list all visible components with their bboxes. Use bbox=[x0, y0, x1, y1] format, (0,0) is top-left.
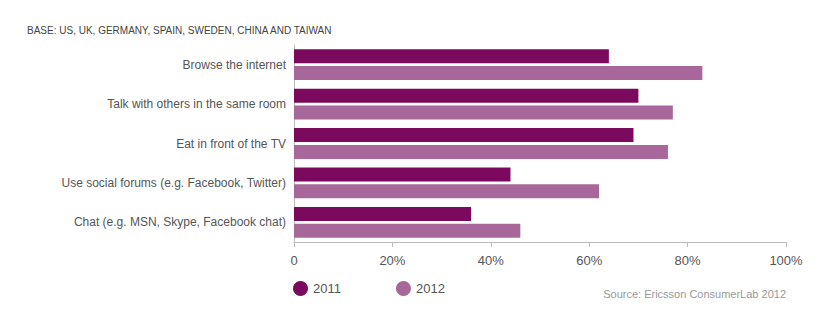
svg-text:Talk with others in the same r: Talk with others in the same room bbox=[107, 97, 286, 111]
svg-text:20%: 20% bbox=[379, 253, 405, 268]
svg-text:100%: 100% bbox=[769, 253, 803, 268]
svg-text:Source: Ericsson ConsumerLab 2: Source: Ericsson ConsumerLab 2012 bbox=[603, 288, 786, 300]
svg-text:2011: 2011 bbox=[313, 281, 341, 296]
svg-text:60%: 60% bbox=[576, 253, 602, 268]
svg-text:40%: 40% bbox=[478, 253, 504, 268]
svg-text:2012: 2012 bbox=[416, 281, 445, 296]
svg-text:Browse the internet: Browse the internet bbox=[183, 58, 287, 72]
svg-text:BASE: US, UK, GERMANY, SPAIN,: BASE: US, UK, GERMANY, SPAIN, SWEDEN, CH… bbox=[27, 25, 332, 36]
svg-text:Use social forums (e.g. Facebo: Use social forums (e.g. Facebook, Twitte… bbox=[61, 176, 286, 190]
svg-text:0: 0 bbox=[290, 253, 297, 268]
svg-text:Chat (e.g. MSN, Skype, Faceboo: Chat (e.g. MSN, Skype, Facebook chat) bbox=[74, 215, 286, 229]
svg-text:80%: 80% bbox=[675, 253, 701, 268]
svg-text:Eat in front of the TV: Eat in front of the TV bbox=[176, 137, 286, 151]
